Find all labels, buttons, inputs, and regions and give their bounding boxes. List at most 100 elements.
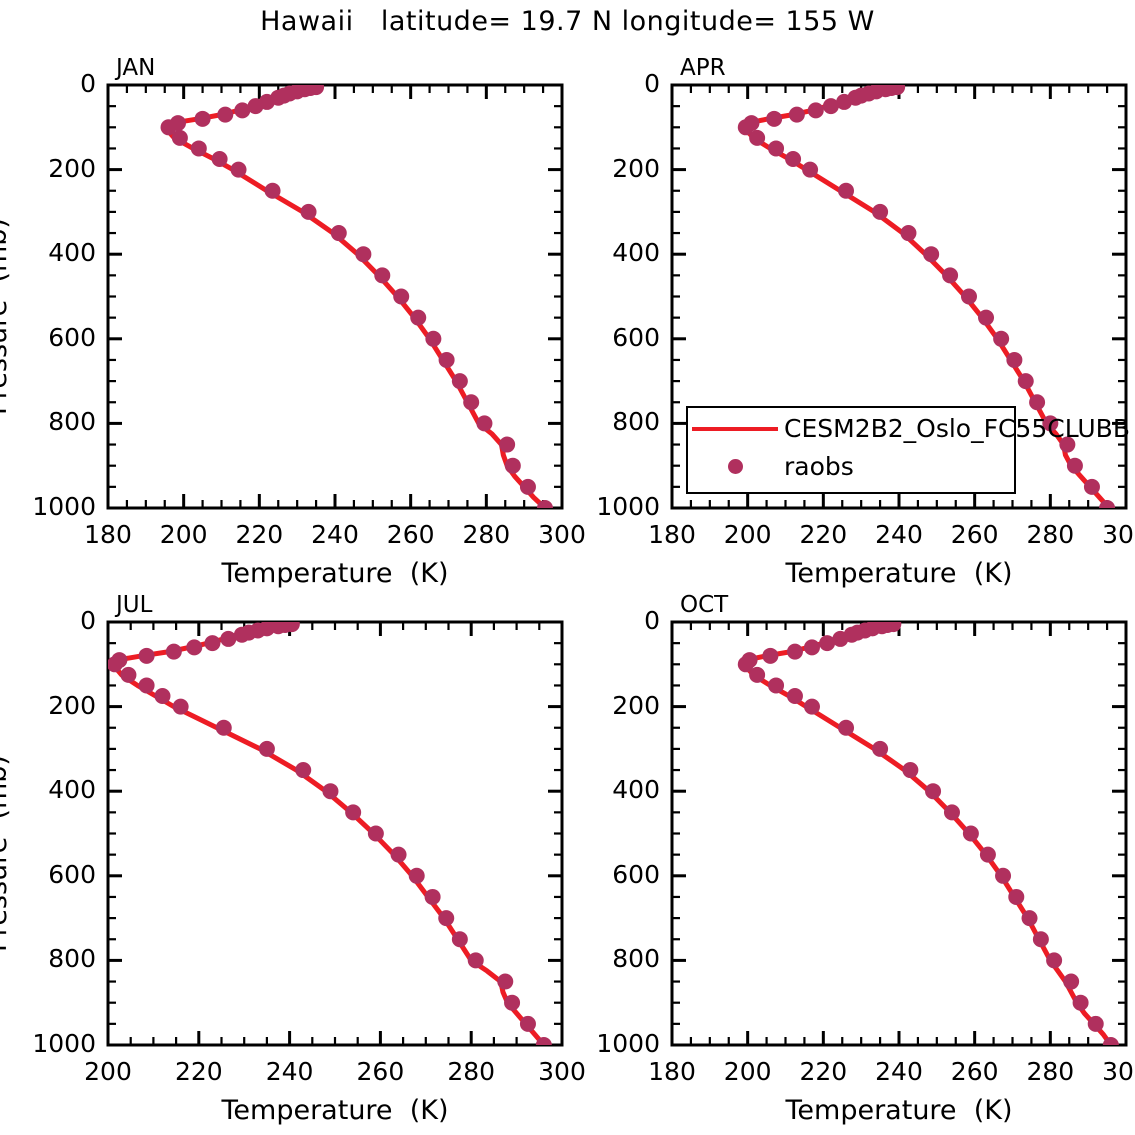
panel-label-apr: APR	[680, 55, 726, 81]
x-tick-label: 180	[648, 1057, 696, 1086]
series-marker-raobs	[1102, 1037, 1119, 1045]
y-tick-label: 600	[48, 322, 96, 352]
series-marker-raobs	[1017, 373, 1034, 390]
y-tick-label: 800	[48, 407, 96, 437]
y-tick-label: 200	[612, 153, 660, 183]
series-marker-raobs	[785, 151, 802, 168]
x-tick-label: 260	[950, 1057, 999, 1086]
series-marker-raobs	[215, 719, 232, 736]
x-tick-label: 260	[950, 520, 999, 549]
series-marker-raobs	[138, 647, 155, 664]
series-marker-raobs	[995, 867, 1012, 884]
series-marker-raobs	[247, 98, 264, 115]
x-tick-label: 240	[311, 520, 359, 549]
x-tick-label: 300	[1102, 520, 1135, 549]
plot-area-jan	[106, 83, 564, 510]
series-marker-raobs	[476, 415, 493, 432]
series-marker-raobs	[367, 825, 384, 842]
panel-apr	[670, 83, 1128, 510]
series-marker-raobs	[1032, 931, 1049, 948]
x-tick-label: 240	[265, 1057, 314, 1086]
x-tick-label: 300	[538, 520, 586, 549]
panel-jan	[106, 83, 564, 510]
series-marker-raobs	[451, 373, 468, 390]
series-marker-raobs	[749, 666, 766, 683]
y-tick-label: 400	[48, 238, 96, 268]
series-marker-raobs	[872, 203, 889, 220]
plot-area-oct	[670, 620, 1128, 1047]
series-marker-raobs	[993, 330, 1010, 347]
y-tick-label: 1000	[596, 492, 660, 521]
series-marker-raobs	[160, 119, 177, 136]
series-marker-raobs	[786, 643, 803, 660]
legend-entry-model[interactable]: CESM2B2_Oslo_FC55CLUBB	[692, 414, 1130, 443]
x-tick-label: 200	[723, 520, 772, 549]
series-marker-raobs	[519, 1015, 536, 1032]
x-tick-label: 200	[159, 520, 208, 549]
y-tick-label: 600	[612, 322, 660, 352]
series-line-model	[162, 85, 548, 508]
legend-line-swatch	[692, 426, 778, 431]
series-marker-raobs	[807, 102, 824, 119]
series-marker-raobs	[762, 647, 779, 664]
series-marker-raobs	[749, 129, 766, 146]
y-tick-label: 200	[48, 153, 96, 183]
plot-frame	[106, 83, 564, 510]
series-marker-raobs	[424, 888, 441, 905]
plot-area-jul	[106, 620, 564, 1047]
series-marker-raobs	[138, 677, 155, 694]
y-tick-label: 1000	[32, 1029, 96, 1058]
series-marker-raobs	[108, 656, 123, 673]
series-marker-raobs	[1063, 973, 1080, 990]
series-marker-raobs	[900, 225, 917, 242]
series-marker-raobs	[504, 994, 521, 1011]
legend-label-raobs: raobs	[784, 452, 854, 482]
series-line-model	[741, 622, 1114, 1045]
data-series-group	[737, 622, 1119, 1045]
legend-dot	[727, 459, 743, 475]
plot-frame	[670, 620, 1128, 1047]
series-marker-raobs	[172, 698, 189, 715]
series-marker-raobs	[393, 288, 410, 305]
series-marker-raobs	[217, 106, 234, 123]
series-marker-raobs	[768, 677, 785, 694]
y-tick-label: 1000	[596, 1029, 660, 1058]
series-marker-raobs	[923, 246, 940, 263]
series-marker-raobs	[1083, 478, 1100, 495]
series-marker-raobs	[264, 182, 281, 199]
series-marker-raobs	[322, 783, 339, 800]
series-marker-raobs	[519, 478, 536, 495]
x-tick-label: 220	[799, 520, 848, 549]
legend-entry-raobs[interactable]: raobs	[692, 452, 854, 481]
series-marker-raobs	[467, 952, 484, 969]
y-tick-label: 400	[612, 238, 660, 268]
x-tick-label: 260	[386, 520, 435, 549]
x-tick-label: 220	[799, 1057, 848, 1086]
x-tick-label: 220	[174, 1057, 223, 1086]
series-marker-raobs	[786, 688, 803, 705]
series-marker-raobs	[819, 635, 836, 652]
series-marker-raobs	[295, 762, 312, 779]
series-marker-raobs	[410, 309, 427, 326]
y-tick-label: 200	[612, 690, 660, 720]
series-marker-raobs	[1059, 436, 1076, 453]
series-marker-raobs	[838, 719, 855, 736]
x-tick-label: 240	[875, 1057, 923, 1086]
series-marker-raobs	[803, 639, 820, 656]
y-tick-label: 0	[644, 69, 660, 98]
series-marker-raobs	[832, 630, 849, 647]
series-marker-raobs	[190, 140, 207, 157]
series-marker-raobs	[737, 656, 754, 673]
series-marker-raobs	[803, 698, 820, 715]
series-line-model	[110, 622, 547, 1045]
x-axis-title: Temperature (K)	[221, 1095, 449, 1126]
series-marker-raobs	[390, 846, 407, 863]
series-marker-raobs	[766, 110, 783, 127]
x-tick-label: 180	[84, 520, 132, 549]
x-tick-label: 280	[1026, 520, 1075, 549]
series-marker-raobs	[788, 106, 805, 123]
series-marker-raobs	[978, 309, 995, 326]
series-marker-raobs	[234, 102, 251, 119]
series-marker-raobs	[499, 436, 516, 453]
x-tick-label: 280	[447, 1057, 496, 1086]
